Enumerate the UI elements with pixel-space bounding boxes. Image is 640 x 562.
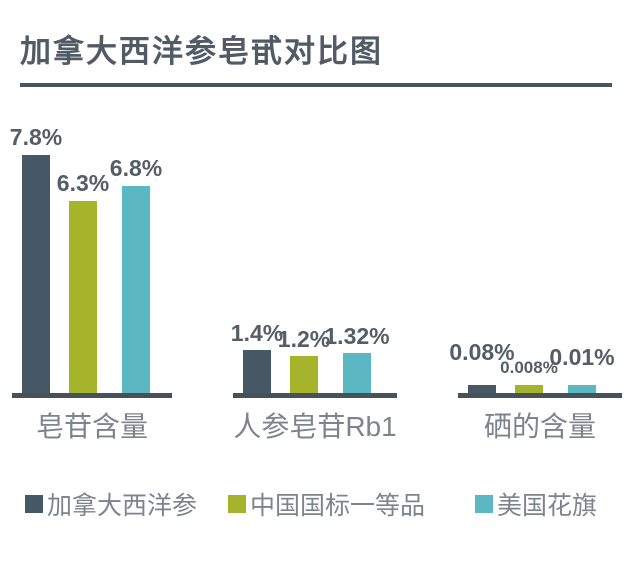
legend-item-china-grade1: 中国国标一等品 bbox=[228, 486, 425, 522]
bar-group-ginsenoside-rb1: 1.4% 1.2% 1.32% bbox=[231, 120, 397, 398]
legend-label: 加拿大西洋参 bbox=[47, 492, 198, 520]
value-label: 0.01% bbox=[549, 344, 615, 370]
bar-column: 0.08% bbox=[449, 120, 515, 398]
category-label-ginsenoside-rb1: 人参皂苷Rb1 bbox=[233, 411, 397, 442]
bar-column: 6.8% bbox=[110, 120, 162, 398]
value-label: 1.4% bbox=[230, 320, 284, 346]
bar-column: 1.32% bbox=[324, 120, 390, 398]
legend-swatch-icon bbox=[228, 495, 246, 513]
legend-swatch-icon bbox=[25, 495, 43, 513]
x-axis-segment bbox=[458, 393, 622, 398]
bar-china-grade1 bbox=[69, 201, 97, 393]
bar-group-selenium-content: 0.08% 0.008% 0.01% bbox=[449, 120, 622, 398]
value-label: 7.8% bbox=[9, 124, 63, 150]
chart-title: 加拿大西洋参皂甙对比图 bbox=[20, 34, 383, 69]
bar-canada-ginseng bbox=[468, 385, 496, 393]
category-label-selenium-content: 硒的含量 bbox=[483, 411, 596, 442]
legend-label: 中国国标一等品 bbox=[250, 492, 426, 520]
bar-column: 1.4% bbox=[231, 120, 283, 398]
bar-china-grade1 bbox=[515, 385, 543, 393]
bar-canada-ginseng bbox=[243, 350, 271, 393]
value-label: 6.3% bbox=[56, 170, 110, 196]
value-label: 0.08% bbox=[449, 339, 515, 365]
bar-usa-ginseng bbox=[122, 186, 150, 393]
value-label: 0.008% bbox=[500, 358, 558, 377]
x-axis-segment bbox=[233, 393, 397, 398]
legend-swatch-icon bbox=[475, 495, 493, 513]
value-label: 6.8% bbox=[109, 155, 163, 181]
value-label: 1.2% bbox=[277, 326, 331, 352]
value-label: 1.32% bbox=[324, 323, 390, 349]
legend-item-canada-ginseng: 加拿大西洋参 bbox=[25, 486, 197, 522]
bar-usa-ginseng bbox=[568, 385, 596, 393]
category-label-saponin-content: 皂苷含量 bbox=[35, 411, 148, 442]
title-underline bbox=[20, 83, 612, 87]
legend-item-usa-ginseng: 美国花旗 bbox=[475, 486, 597, 522]
x-axis-segment bbox=[12, 393, 172, 398]
bar-usa-ginseng bbox=[343, 353, 371, 393]
bar-column: 0.01% bbox=[549, 120, 615, 398]
bar-column: 6.3% bbox=[57, 120, 109, 398]
bar-column: 7.8% bbox=[10, 120, 62, 398]
bar-china-grade1 bbox=[290, 356, 318, 393]
bar-canada-ginseng bbox=[22, 155, 50, 393]
legend-label: 美国花旗 bbox=[497, 492, 598, 520]
bar-column: 0.008% bbox=[500, 120, 558, 398]
bar-column: 1.2% bbox=[278, 120, 330, 398]
bar-group-saponin-content: 7.8% 6.3% 6.8% bbox=[10, 120, 172, 398]
